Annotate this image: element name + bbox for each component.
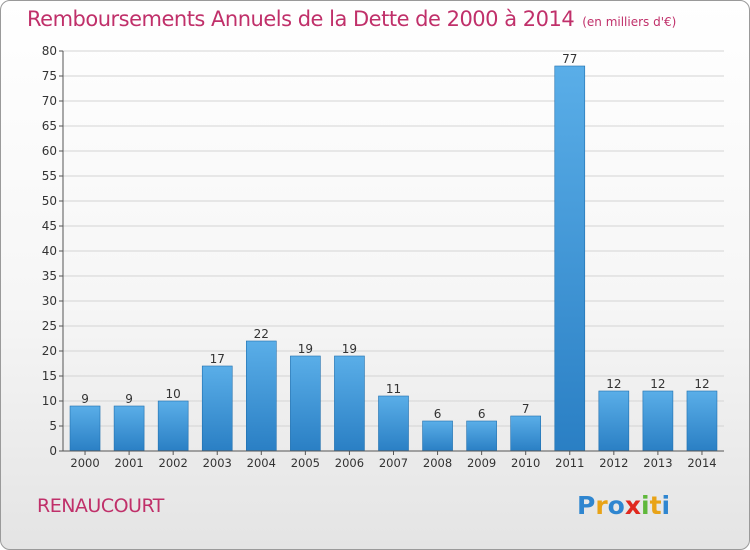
x-tick-label: 2001: [114, 456, 143, 470]
y-tick-label: 80: [42, 44, 57, 58]
x-tick-label: 2009: [467, 456, 496, 470]
grid-lines: [63, 50, 724, 427]
bar: [290, 355, 321, 452]
x-tick-label: 2012: [599, 456, 628, 470]
y-tick-label: 50: [42, 194, 57, 208]
bar-value-label: 6: [434, 407, 442, 421]
x-tick-label: 2010: [511, 456, 540, 470]
y-tick-label: 35: [42, 269, 57, 283]
logo-letter: i: [641, 491, 650, 520]
bar-value-label: 9: [81, 392, 89, 406]
bar: [378, 395, 409, 452]
bar: [598, 390, 630, 452]
y-tick-label: 5: [49, 419, 57, 433]
bar-value-label: 17: [210, 352, 225, 366]
bar-value-label: 12: [694, 377, 709, 391]
x-tick-label: 2007: [379, 456, 408, 470]
y-tick-label: 0: [49, 444, 57, 458]
y-tick-label: 25: [42, 319, 57, 333]
chart-title: Remboursements Annuels de la Dette de 20…: [27, 7, 676, 31]
x-tick-label: 2008: [423, 456, 452, 470]
x-axis: 2000 2001 2002 2003 2004 2005 2006 2007 2008 2009…: [63, 450, 724, 470]
y-tick-label: 20: [42, 344, 57, 358]
bar: [69, 405, 101, 452]
bar-value-label: 9: [125, 392, 133, 406]
bar: [642, 390, 674, 452]
y-axis: 0 5 10 15 20 25 30 35 40 45 50 55 60 65 70 75 80: [42, 44, 64, 458]
y-tick-label: 30: [42, 294, 57, 308]
place-name: RENAUCOURT: [37, 495, 164, 517]
bar: [201, 365, 233, 452]
bar-value-label: 10: [166, 387, 181, 401]
bar-value-label: 22: [254, 327, 269, 341]
bar: [422, 420, 453, 452]
x-tick-label: 2013: [643, 456, 672, 470]
chart-unit: (en milliers d'€): [582, 15, 677, 29]
x-tick-label: 2014: [687, 456, 716, 470]
y-tick-label: 15: [42, 369, 57, 383]
bar: [334, 355, 365, 452]
y-tick-label: 75: [42, 69, 57, 83]
bar: [466, 420, 497, 452]
y-tick-label: 45: [42, 219, 57, 233]
bar: [157, 400, 189, 452]
y-tick-label: 60: [42, 144, 57, 158]
y-tick-label: 55: [42, 169, 57, 183]
y-tick-label: 40: [42, 244, 57, 258]
bar: [510, 415, 542, 452]
y-tick-label: 65: [42, 119, 57, 133]
y-tick-label: 10: [42, 394, 57, 408]
bar: [246, 340, 277, 452]
x-tick-label: 2006: [335, 456, 364, 470]
logo-letter: r: [595, 491, 608, 520]
x-tick-label: 2004: [247, 456, 276, 470]
bar-value-label: 12: [606, 377, 621, 391]
x-tick-label: 2003: [203, 456, 232, 470]
y-tick-label: 70: [42, 94, 57, 108]
bar: [113, 405, 145, 452]
bar-value-label: 12: [650, 377, 665, 391]
bar-value-label: 77: [562, 52, 577, 66]
bar: [554, 65, 586, 452]
bar-value-label: 7: [522, 402, 530, 416]
logo-letter: i: [661, 491, 671, 520]
bar-value-label: 11: [386, 382, 401, 396]
chart-title-text: Remboursements Annuels de la Dette de 20…: [27, 7, 575, 31]
logo-letter: x: [624, 491, 641, 520]
x-tick-label: 2005: [291, 456, 320, 470]
proxiti-logo: Proxiti: [577, 491, 670, 520]
x-tick-label: 2002: [159, 456, 188, 470]
logo-letter: P: [577, 491, 596, 520]
x-tick-label: 2000: [70, 456, 99, 470]
bar: [686, 390, 718, 452]
bar-value-label: 6: [478, 407, 486, 421]
logo-letter: o: [607, 491, 625, 520]
bar-value-label: 19: [342, 342, 357, 356]
bar-value-label: 19: [298, 342, 313, 356]
logo-letter: t: [649, 491, 662, 520]
x-tick-label: 2011: [555, 456, 584, 470]
